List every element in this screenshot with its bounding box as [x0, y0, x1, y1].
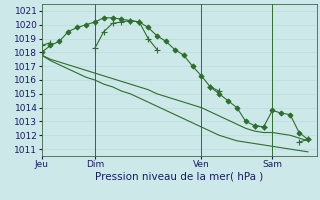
X-axis label: Pression niveau de la mer( hPa ): Pression niveau de la mer( hPa ) — [95, 172, 263, 182]
